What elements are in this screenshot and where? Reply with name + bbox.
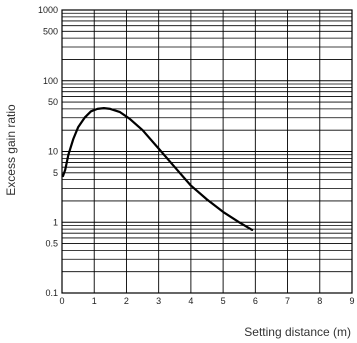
y-tick-label: 1000: [38, 5, 58, 15]
y-tick-label: 50: [48, 97, 58, 107]
y-tick-label: 10: [48, 147, 58, 157]
y-tick-label: 0.5: [45, 239, 58, 249]
series-line: [61, 107, 254, 231]
y-tick-label: 5: [53, 168, 58, 178]
x-tick-label: 5: [221, 296, 226, 306]
x-tick-label: 2: [124, 296, 129, 306]
plot-frame: [61, 9, 353, 294]
y-tick-labels: 1000 500 100 50 10 5 1 0.5 0.1: [38, 5, 58, 298]
y-tick-label: 100: [43, 76, 58, 86]
x-axis-label: Setting distance (m): [244, 325, 351, 339]
y-tick-label: 500: [43, 26, 58, 36]
x-tick-label: 3: [156, 296, 161, 306]
x-tick-label: 0: [59, 296, 64, 306]
x-tick-label: 9: [349, 296, 354, 306]
x-tick-label: 8: [317, 296, 322, 306]
x-tick-label: 4: [188, 296, 193, 306]
x-tick-label: 6: [253, 296, 258, 306]
x-tick-labels: 0 1 2 3 4 5 6 7 8 9: [59, 296, 354, 306]
y-tick-label: 0.1: [45, 288, 58, 298]
x-tick-label: 7: [285, 296, 290, 306]
series-lines: [61, 107, 254, 231]
y-axis-label: Excess gain ratio: [4, 104, 18, 196]
grid: [62, 10, 352, 293]
y-tick-label: 1: [53, 217, 58, 227]
x-tick-label: 1: [92, 296, 97, 306]
